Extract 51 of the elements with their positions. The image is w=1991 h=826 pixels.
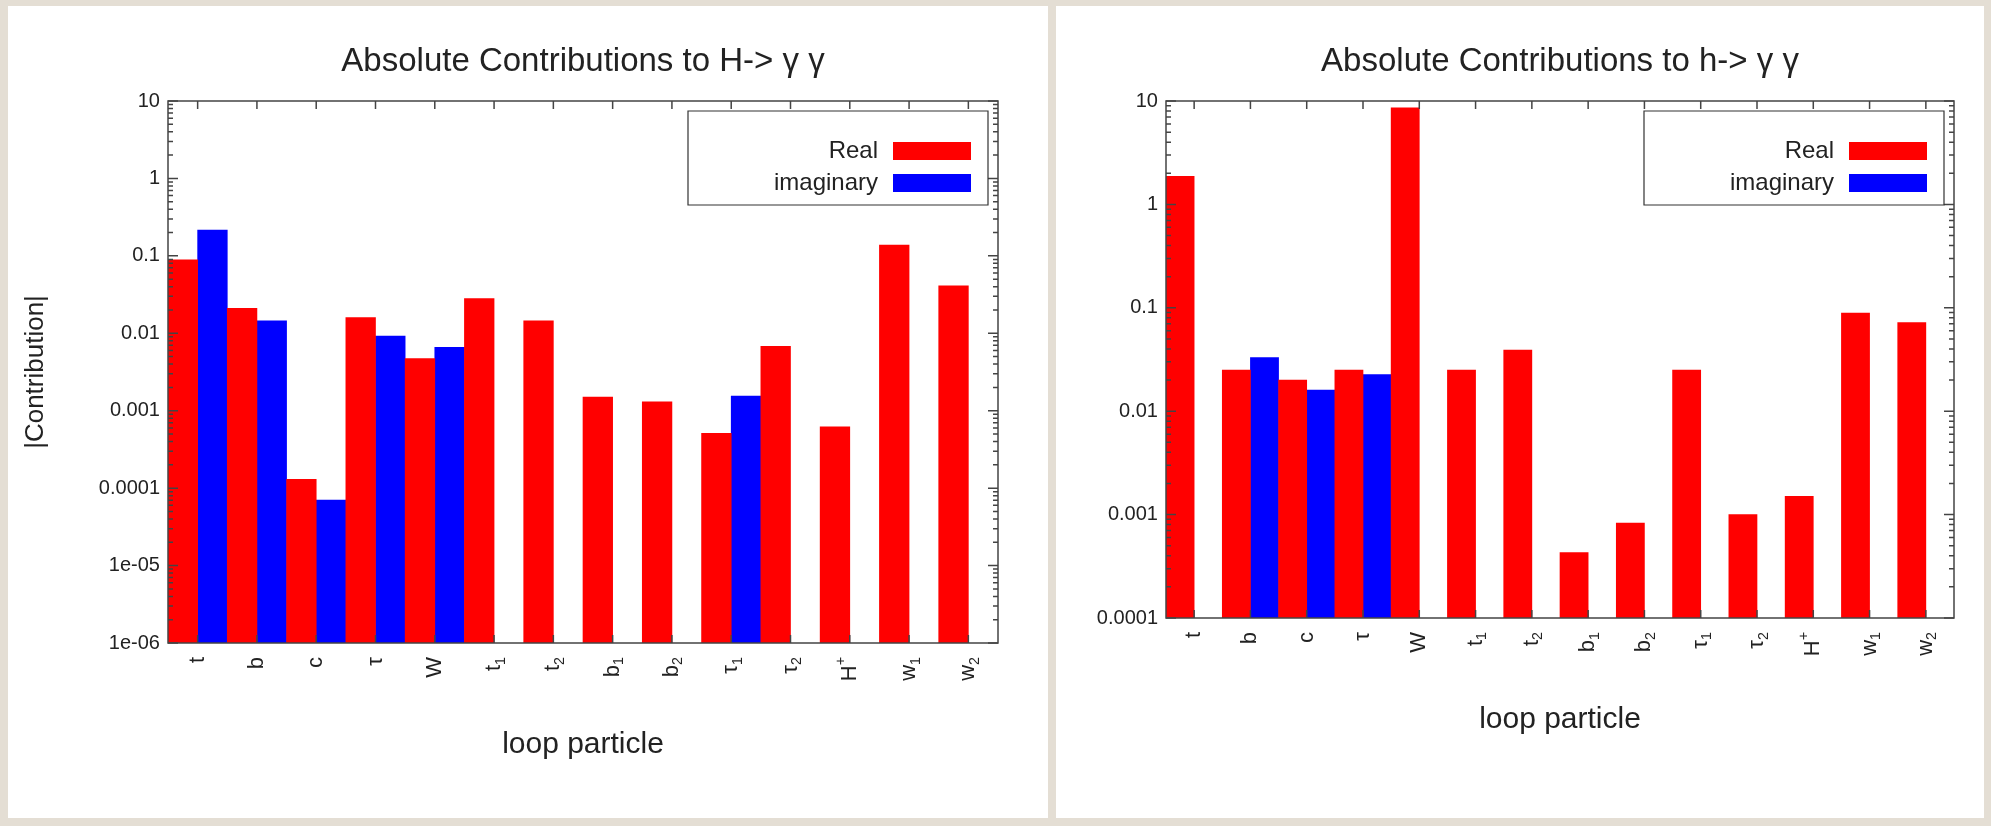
x-tick-label: τ: [1349, 631, 1375, 641]
y-tick-label: 1: [148, 165, 160, 188]
x-tick-label: b2: [657, 656, 686, 678]
x-tick-label: b1: [598, 656, 627, 678]
x-tick-label: W: [420, 656, 446, 678]
y-tick-label: 1e-05: [108, 553, 160, 576]
y-axis-title: |Contribution|: [19, 295, 50, 449]
x-tick-label: H+: [1795, 631, 1825, 657]
y-tick-label: 10: [1135, 88, 1158, 111]
y-tick-label: 0.001: [109, 398, 160, 421]
y-tick-label: 10: [137, 88, 160, 111]
x-tick-label: b: [1236, 631, 1262, 645]
x-tick-label: t: [1180, 631, 1206, 639]
x-tick-label: t2: [1517, 631, 1546, 647]
x-tick-label: w2: [1911, 631, 1940, 657]
chart-title: Absolute Contributions to H-> γ γ: [341, 41, 826, 78]
y-tick-label: 0.001: [1107, 502, 1158, 525]
x-tick-label: c: [302, 657, 328, 668]
x-tick-label: b: [242, 656, 268, 670]
x-axis-title: loop particle: [1479, 701, 1641, 734]
x-tick-label: t1: [480, 656, 508, 672]
y-tick-label: 0.01: [121, 320, 160, 343]
x-tick-label: c: [1292, 632, 1318, 643]
y-tick-label: 1: [1146, 191, 1158, 214]
legend-label: Real: [828, 135, 878, 163]
y-tick-label: 0.0001: [98, 475, 160, 498]
legend-label: Real: [1784, 135, 1834, 163]
y-tick-label: 1e-06: [108, 630, 160, 653]
x-tick-label: τ: [361, 656, 387, 666]
x-tick-label: t2: [539, 656, 567, 672]
x-tick-label: b2: [1630, 631, 1658, 653]
chart-title: Absolute Contributions to h-> γ γ: [1321, 41, 1800, 78]
x-tick-label: w1: [1855, 631, 1884, 657]
x-tick-label: w1: [895, 656, 923, 682]
x-tick-label: t: [183, 656, 209, 664]
x-axis-title: loop particle: [502, 726, 664, 759]
x-tick-label: τ2: [1743, 631, 1771, 649]
x-tick-label: τ2: [776, 656, 805, 674]
x-tick-label: H+: [831, 656, 861, 682]
y-tick-label: 0.1: [132, 243, 160, 266]
x-tick-label: t1: [1461, 631, 1490, 647]
y-tick-label: 0.0001: [1096, 605, 1158, 628]
x-tick-label: τ1: [1686, 631, 1715, 649]
y-tick-label: 0.1: [1130, 295, 1158, 318]
y-tick-label: 0.01: [1119, 398, 1158, 421]
x-tick-label: b1: [1574, 631, 1602, 653]
legend-label: imaginary: [773, 167, 878, 195]
x-tick-label: W: [1405, 631, 1431, 653]
legend-label: imaginary: [1729, 167, 1834, 195]
x-tick-label: w2: [954, 656, 982, 682]
x-tick-label: τ1: [717, 656, 745, 674]
